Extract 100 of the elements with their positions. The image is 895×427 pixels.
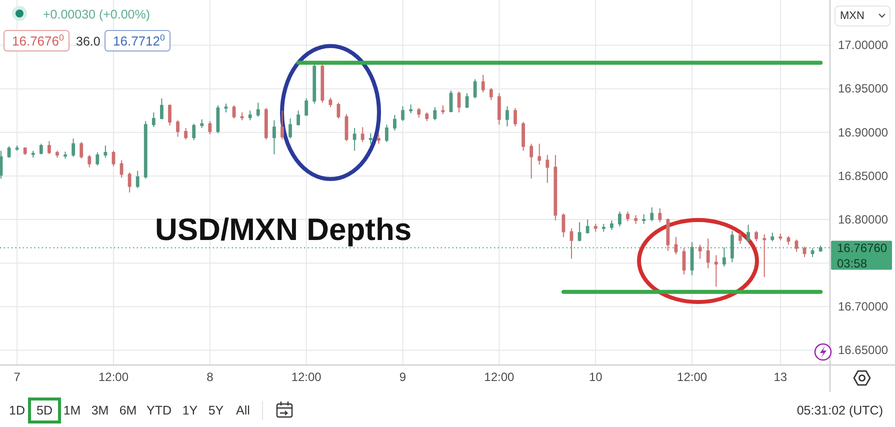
candlestick bbox=[594, 223, 598, 232]
y-tick-label: 16.80000 bbox=[838, 212, 888, 226]
text: 1Y bbox=[182, 404, 198, 418]
candlestick bbox=[578, 222, 582, 242]
candlestick bbox=[546, 154, 550, 184]
candlestick bbox=[208, 120, 212, 135]
x-tick-label: 10 bbox=[588, 370, 603, 384]
x-tick-label: 9 bbox=[399, 370, 406, 384]
candlestick bbox=[738, 232, 742, 244]
candlestick bbox=[441, 104, 445, 115]
candlestick bbox=[256, 102, 260, 118]
candlestick bbox=[320, 64, 324, 104]
candlestick bbox=[570, 228, 574, 260]
candlestick bbox=[530, 143, 534, 180]
candlestick bbox=[152, 112, 156, 128]
text: YTD bbox=[146, 404, 172, 418]
candlestick bbox=[128, 172, 132, 194]
candlestick bbox=[778, 232, 782, 241]
candlestick bbox=[586, 219, 590, 234]
candlestick bbox=[674, 236, 678, 255]
candlestick bbox=[368, 132, 372, 144]
candlestick bbox=[658, 208, 662, 223]
candlestick bbox=[384, 124, 388, 142]
text: 05:31:02 (UTC) bbox=[796, 404, 883, 418]
candlestick bbox=[642, 214, 646, 224]
candlestick bbox=[168, 104, 172, 126]
candlestick bbox=[15, 144, 19, 152]
y-tick-label: 16.85000 bbox=[838, 168, 888, 183]
candlestick bbox=[200, 118, 204, 129]
candlestick bbox=[240, 112, 244, 121]
candlestick bbox=[618, 211, 622, 227]
y-tick-label: 16.95000 bbox=[838, 82, 888, 96]
x-tick-label: 13 bbox=[774, 370, 788, 384]
candlestick bbox=[184, 128, 188, 140]
candlestick bbox=[762, 234, 766, 278]
candlestick bbox=[39, 143, 43, 155]
candlestick bbox=[360, 126, 364, 142]
candlestick bbox=[393, 114, 396, 132]
text: USD/MXN Depths bbox=[155, 212, 412, 247]
candlestick bbox=[48, 140, 51, 155]
x-tick-label: 12:00 bbox=[677, 370, 708, 384]
candlestick bbox=[698, 244, 702, 260]
candlestick bbox=[280, 110, 284, 140]
candlestick bbox=[626, 211, 630, 222]
candlestick bbox=[216, 104, 220, 134]
candlestick bbox=[272, 120, 276, 155]
candlestick bbox=[554, 154, 558, 221]
candlestick bbox=[312, 62, 316, 104]
text: 1D bbox=[9, 404, 25, 418]
text: 5Y bbox=[208, 404, 224, 418]
candlestick bbox=[401, 106, 404, 122]
y-tick-label: 16.90000 bbox=[838, 125, 888, 140]
candlestick bbox=[417, 108, 421, 118]
candlestick bbox=[714, 254, 718, 288]
candlestick bbox=[602, 223, 606, 232]
candlestick bbox=[522, 121, 525, 152]
candlestick bbox=[304, 98, 308, 116]
y-tick-label: 16.70000 bbox=[838, 299, 888, 314]
candlestick bbox=[296, 110, 300, 126]
candlestick bbox=[425, 112, 429, 122]
candlestick bbox=[248, 110, 252, 121]
candlestick bbox=[176, 120, 180, 138]
candlestick bbox=[56, 150, 59, 158]
candlestick bbox=[634, 214, 638, 224]
candlestick bbox=[481, 74, 485, 93]
candlestick bbox=[0, 150, 3, 180]
candlestick bbox=[80, 141, 84, 160]
text: 1M bbox=[63, 404, 81, 418]
candlestick bbox=[706, 238, 710, 269]
candlestick bbox=[64, 151, 67, 160]
x-tick-label: 7 bbox=[14, 370, 21, 384]
candlestick bbox=[409, 104, 413, 114]
candlestick bbox=[433, 106, 437, 121]
candlestick bbox=[465, 92, 469, 109]
text: 6M bbox=[119, 404, 137, 418]
text: MXN bbox=[840, 10, 864, 22]
candlestick bbox=[224, 103, 228, 113]
ref-line-label: 16.76760 bbox=[837, 241, 888, 256]
x-tick-label: 12:00 bbox=[484, 370, 515, 384]
candlestick bbox=[610, 220, 614, 230]
candlestick bbox=[352, 128, 356, 152]
candlestick bbox=[650, 206, 654, 222]
text: 03:58 bbox=[837, 256, 868, 270]
x-tick-label: 12:00 bbox=[291, 370, 322, 384]
candlestick bbox=[746, 224, 750, 242]
text: All bbox=[236, 404, 250, 418]
candlestick bbox=[376, 134, 380, 144]
candlestick bbox=[514, 108, 517, 127]
candlestick bbox=[489, 87, 493, 101]
candlestick bbox=[136, 170, 140, 189]
candlestick bbox=[473, 78, 477, 99]
candlestick bbox=[192, 123, 196, 141]
candlestick bbox=[666, 218, 670, 252]
candlestick bbox=[288, 118, 292, 140]
candlestick bbox=[104, 144, 108, 158]
x-tick-label: 12:00 bbox=[98, 370, 129, 384]
candlestick bbox=[23, 146, 27, 156]
candlestick bbox=[328, 97, 332, 108]
candlestick bbox=[31, 150, 35, 158]
candlestick bbox=[497, 92, 501, 126]
